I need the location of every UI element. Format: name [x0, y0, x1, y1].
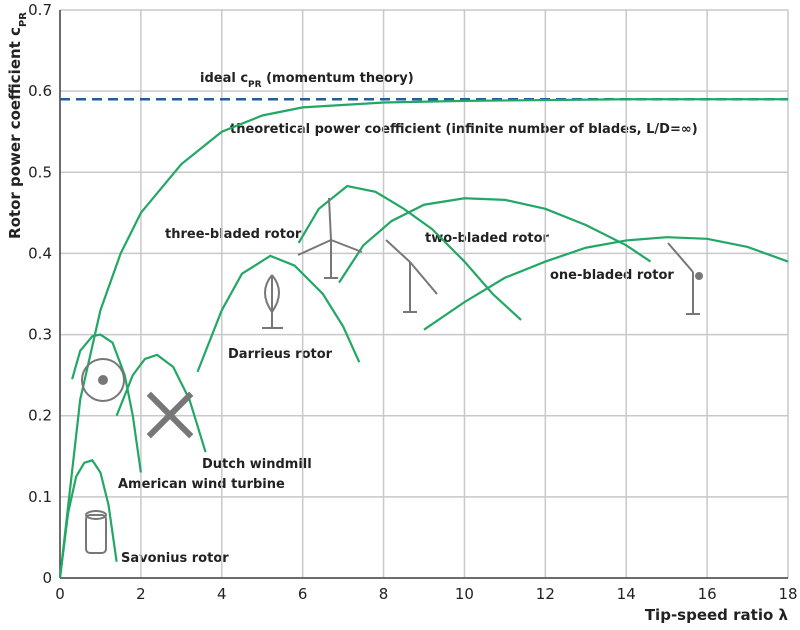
y-tick-label: 0.4 — [28, 244, 52, 262]
series-label: two-bladed rotor — [425, 231, 550, 246]
darrieus-icon — [262, 274, 283, 329]
american-icon-hub — [98, 375, 108, 385]
reference-label-sub: PR — [248, 80, 262, 90]
series-line — [71, 333, 142, 473]
y-tick-label: 0.7 — [28, 1, 52, 19]
x-tick-label: 0 — [55, 585, 65, 603]
y-axis-title-main: Rotor power coefficient c — [6, 27, 24, 239]
x-tick-label: 10 — [455, 585, 474, 603]
savonius-icon-top — [85, 510, 107, 520]
series-line — [338, 197, 652, 284]
x-tick-label: 12 — [536, 585, 555, 603]
y-axis-title-sub: PR — [18, 12, 29, 27]
series-line — [58, 459, 118, 579]
two-blade-icon — [385, 239, 438, 313]
y-tick-label: 0.5 — [28, 163, 52, 181]
plot-lines — [58, 98, 789, 579]
y-tick-label: 0.3 — [28, 326, 52, 344]
american-icon — [81, 358, 125, 402]
x-tick-label: 2 — [136, 585, 146, 603]
reference-label: ideal cPR (momentum theory) — [200, 71, 414, 90]
y-tick-label: 0.6 — [28, 82, 52, 100]
series-label: Savonius rotor — [121, 551, 229, 566]
x-axis-title: Tip-speed ratio λ — [645, 606, 789, 624]
one-blade-icon — [667, 242, 700, 315]
x-tick-label: 18 — [778, 585, 797, 603]
one-blade-icon-weight — [695, 272, 703, 280]
series-line — [196, 254, 361, 373]
series-label: American wind turbine — [118, 477, 285, 492]
x-tick-label: 6 — [298, 585, 308, 603]
y-tick-label: 0 — [42, 569, 52, 587]
reference-label-rest: (momentum theory) — [262, 71, 414, 86]
x-tick-label: 14 — [617, 585, 636, 603]
dutch-icon — [146, 391, 194, 439]
plot: 0 2 4 6 8 10 12 14 16 18 0 0.1 0.2 0.3 0.4 0.5 0.6 0.7 — [28, 1, 797, 603]
savonius-icon — [85, 514, 107, 554]
x-tick-label: 8 — [379, 585, 389, 603]
y-axis-title: Rotor power coefficient cPR — [6, 12, 29, 239]
series-label: one-bladed rotor — [550, 268, 674, 283]
rotor-icons — [81, 197, 703, 554]
series-label: Darrieus rotor — [228, 347, 333, 362]
series-line — [58, 98, 788, 579]
y-tick-label: 0.2 — [28, 407, 52, 425]
reference-label-main: ideal c — [200, 71, 248, 86]
series-label: Dutch windmill — [202, 457, 312, 472]
series-line — [423, 236, 789, 331]
x-tick-label: 4 — [217, 585, 227, 603]
y-tick-label: 0.1 — [28, 488, 52, 506]
series-label: three-bladed rotor — [165, 227, 302, 242]
x-tick-label: 16 — [698, 585, 717, 603]
three-blade-icon — [297, 197, 363, 279]
